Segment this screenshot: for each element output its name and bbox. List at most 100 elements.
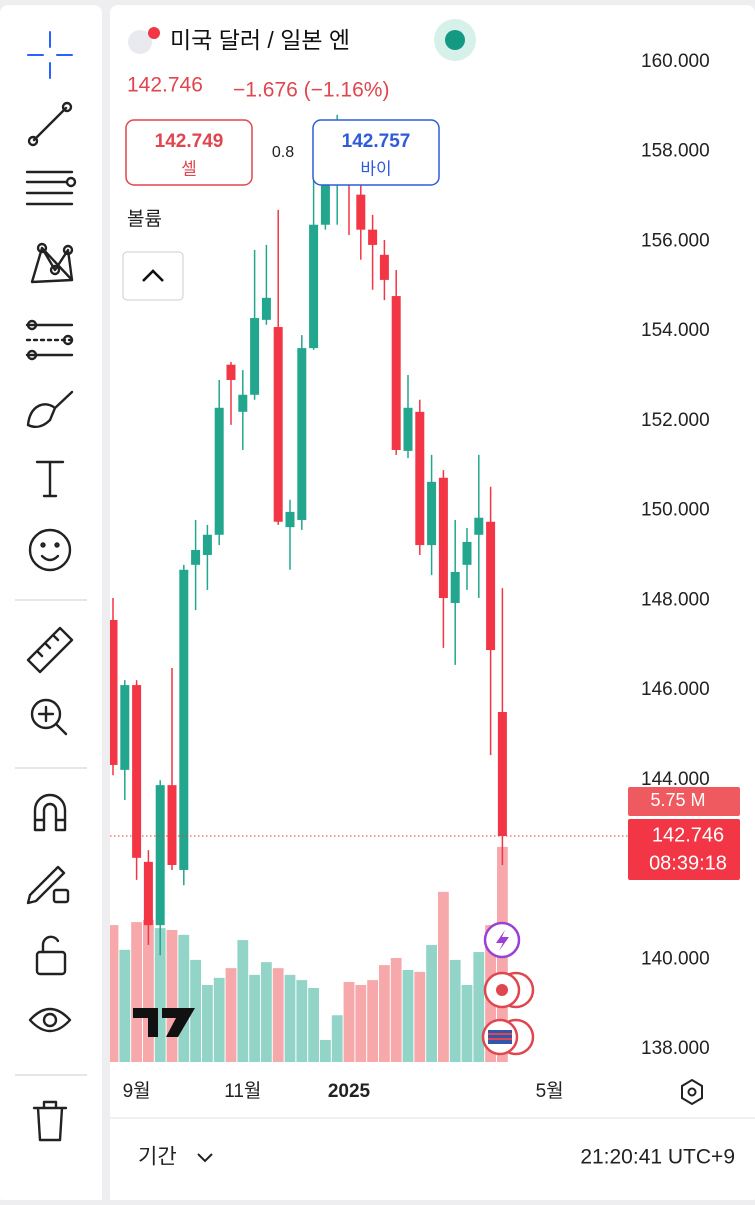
header: 미국 달러 / 일본 엔 142.746 −1.676 (−1.16%) 142… — [110, 19, 755, 1169]
last-price-label: 142.746 — [652, 824, 724, 846]
settings-icon — [687, 1087, 697, 1097]
volume-bar — [119, 949, 131, 1062]
volume-bar — [414, 971, 426, 1062]
countdown: 08:39:18 — [649, 852, 727, 874]
volume-bar — [390, 958, 402, 1062]
range-button[interactable]: 기간 — [138, 1146, 177, 1169]
y-tick-label: 156.000 — [641, 230, 710, 251]
sell-label: 셀 — [181, 159, 197, 178]
last-price: 142.746 — [127, 74, 203, 97]
y-tick-label: 160.000 — [641, 51, 710, 72]
volume-bar — [461, 984, 473, 1062]
candle-body — [110, 620, 118, 765]
volume-bar — [166, 929, 178, 1062]
candle-body — [120, 685, 130, 770]
last-price-tag — [628, 819, 740, 881]
volume-bar — [449, 959, 461, 1062]
volume-bar — [202, 984, 213, 1062]
sell-price: 142.749 — [155, 131, 224, 152]
y-tick-label: 138.000 — [641, 1038, 710, 1059]
volume-bar — [213, 977, 225, 1062]
trend-line-tool[interactable] — [27, 101, 73, 147]
emoji-tool[interactable] — [28, 528, 72, 572]
candle-body — [379, 254, 389, 280]
pattern-tool[interactable] — [30, 242, 74, 284]
visibility-tool[interactable] — [28, 1007, 72, 1033]
volume-bar — [426, 944, 437, 1062]
candle-body — [403, 407, 413, 451]
flag-icon — [128, 30, 152, 54]
collapse-icon — [142, 269, 164, 282]
volume-bar — [355, 984, 367, 1062]
volume-bar — [190, 959, 201, 1062]
volume-bar — [308, 987, 319, 1062]
candle-body — [155, 785, 165, 926]
text-tool[interactable] — [35, 460, 65, 498]
y-tick-label: 148.000 — [641, 589, 710, 610]
candle-body — [143, 861, 153, 926]
lock-tool[interactable] — [35, 935, 67, 976]
volume-bar — [284, 974, 296, 1062]
toolbar-icons — [15, 31, 87, 1142]
candle-body — [250, 318, 260, 395]
volume-bar — [131, 922, 142, 1062]
volume-bar — [261, 962, 272, 1062]
candle-body — [368, 229, 378, 245]
settings-button[interactable] — [681, 1078, 703, 1106]
volume-bar — [320, 1039, 331, 1062]
tv-logo — [133, 1008, 195, 1037]
volume-bar — [272, 968, 284, 1062]
y-tick-label: 154.000 — [641, 320, 710, 341]
zoom-tool[interactable] — [30, 698, 68, 736]
candle-body — [427, 481, 437, 546]
candle-body — [497, 712, 507, 837]
delete-tool[interactable] — [32, 1100, 68, 1142]
lock-drawing-tool[interactable] — [26, 865, 70, 905]
magnet-tool[interactable] — [33, 793, 67, 832]
volume-legend: 볼륨 — [127, 208, 162, 230]
y-tick-label: 146.000 — [641, 679, 710, 700]
ruler-tool[interactable] — [26, 626, 74, 674]
sell-button[interactable] — [125, 119, 253, 186]
candle-body — [191, 550, 201, 565]
collapse-button[interactable] — [122, 251, 184, 301]
y-tick-label: 150.000 — [641, 500, 710, 521]
buy-button[interactable] — [312, 119, 440, 186]
candle-body — [356, 194, 366, 230]
candle-body — [297, 348, 307, 520]
x-tick-label: 2025 — [328, 1081, 371, 1102]
x-tick-label: 11월 — [224, 1080, 261, 1102]
candle-body — [486, 521, 496, 651]
brush-tool[interactable] — [26, 390, 74, 429]
candle-body — [462, 541, 472, 565]
candle-body — [214, 407, 224, 535]
volume-bar — [473, 952, 485, 1062]
x-tick-label: 9월 — [123, 1080, 151, 1102]
toolbar — [0, 5, 102, 1205]
event-icons — [481, 921, 535, 1056]
candle-body — [226, 364, 236, 380]
clock: 21:20:41 UTC+9 — [580, 1146, 735, 1169]
volume-bar — [379, 965, 390, 1062]
volume-tag-label: 5.75 M — [650, 790, 705, 810]
y-tick-label: 158.000 — [641, 141, 710, 162]
candle-body — [167, 785, 177, 866]
volume-bar — [331, 1015, 343, 1062]
volume-bar — [249, 974, 260, 1062]
candle-body — [285, 511, 295, 528]
market-status — [445, 30, 465, 50]
volume-bar — [367, 980, 378, 1062]
candle-body — [391, 296, 401, 450]
y-tick-label: 152.000 — [641, 410, 710, 431]
forecast-tool[interactable] — [25, 319, 74, 361]
flag-icon — [148, 27, 160, 39]
fib-tool[interactable] — [25, 170, 77, 206]
buy-price: 142.757 — [342, 131, 411, 152]
volume-bar — [343, 981, 355, 1062]
candle-body — [132, 685, 142, 858]
volume-bar — [402, 969, 414, 1062]
volume-bar — [143, 919, 154, 1062]
x-tick-label: 5월 — [536, 1080, 564, 1102]
symbol-title[interactable]: 미국 달러 / 일본 엔 — [170, 27, 350, 53]
candle-body — [438, 477, 448, 599]
